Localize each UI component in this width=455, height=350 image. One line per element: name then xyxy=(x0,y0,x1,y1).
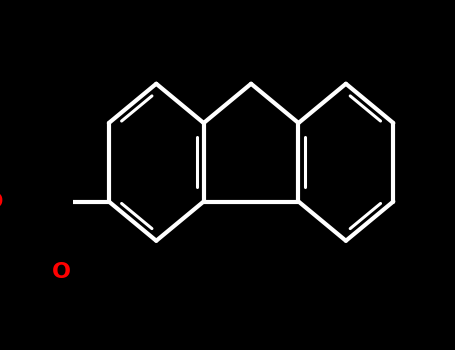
Text: O: O xyxy=(52,262,71,282)
Text: HO: HO xyxy=(0,191,4,211)
